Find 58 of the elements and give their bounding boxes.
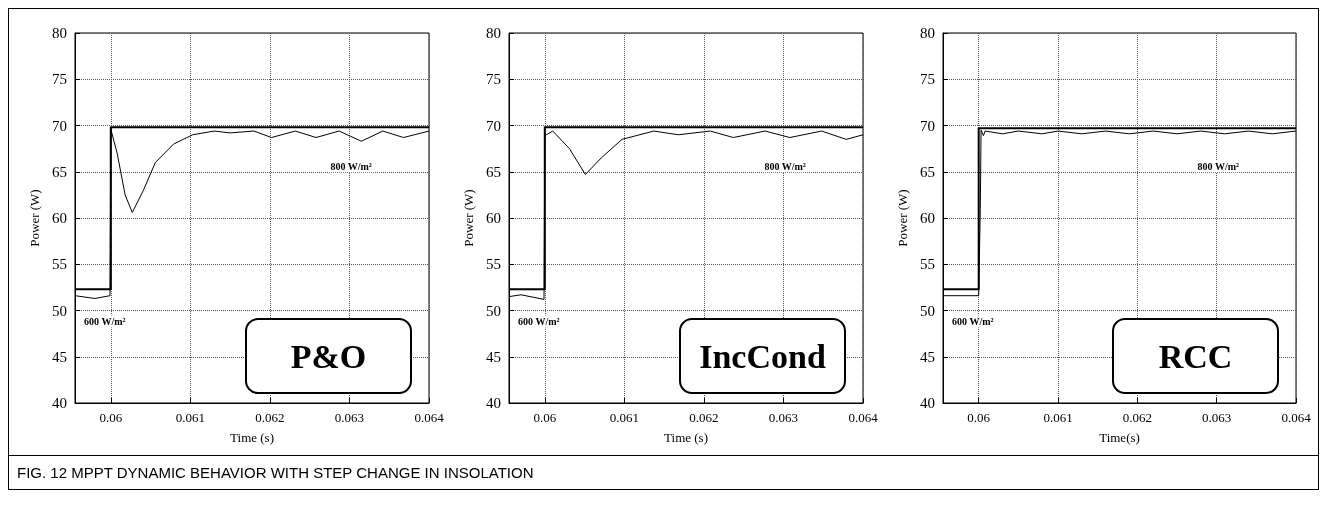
x-tick-label: 0.06 — [99, 410, 123, 425]
y-tick-label: 70 — [52, 117, 67, 134]
y-tick-label: 50 — [920, 302, 935, 319]
x-tick-label: 0.062 — [689, 410, 719, 425]
x-tick-label: 0.064 — [1281, 410, 1312, 425]
y-tick-label: 55 — [920, 256, 935, 273]
text: IncCond — [699, 337, 826, 375]
text: P&O — [290, 337, 367, 375]
annotation: 800 W/m² — [764, 160, 806, 172]
x-tick-label: 0.063 — [1202, 410, 1232, 425]
y-tick-label: 65 — [920, 163, 935, 180]
y-tick-label: 60 — [486, 210, 501, 226]
x-tick-label: 0.061 — [1043, 410, 1073, 425]
y-tick-label: 55 — [52, 256, 67, 273]
annotation: 800 W/m² — [330, 160, 372, 172]
x-tick-label: 0.064 — [848, 410, 879, 425]
y-tick-label: 60 — [52, 210, 67, 226]
x-tick-label: 0.061 — [609, 410, 639, 425]
y-tick-label: 75 — [52, 71, 67, 88]
x-tick-label: 0.06 — [533, 410, 557, 425]
caption: FIG. 12 MPPT DYNAMIC BEHAVIOR WITH STEP CHANGE IN INSOLATION — [9, 455, 1318, 489]
x-axis-title: Time (s) — [230, 430, 274, 445]
y-tick-label: 65 — [486, 163, 501, 180]
y-tick-label: 45 — [52, 348, 67, 365]
x-tick-label: 0.062 — [1122, 410, 1152, 425]
y-tick-label: 60 — [920, 210, 935, 226]
x-tick-label: 0.062 — [255, 410, 285, 425]
x-axis-title: Time (s) — [664, 430, 708, 445]
y-tick-label: 40 — [486, 395, 501, 411]
y-tick-label: 80 — [52, 25, 67, 41]
y-axis-title: Power (W) — [895, 189, 911, 247]
y-tick-label: 50 — [52, 302, 67, 319]
annotation: 600 W/m² — [518, 316, 560, 328]
y-tick-label: 40 — [52, 395, 67, 411]
y-axis-title: Power (W) — [461, 189, 477, 247]
y-tick-label: 45 — [486, 348, 501, 365]
annotation: 800 W/m² — [1197, 160, 1240, 172]
annotation: 600 W/m² — [84, 316, 126, 328]
y-tick-label: 40 — [920, 395, 935, 411]
x-tick-label: 0.063 — [334, 410, 365, 425]
y-tick-label: 75 — [486, 71, 501, 88]
y-tick-label: 55 — [486, 256, 501, 273]
y-tick-label: 45 — [920, 348, 935, 365]
x-tick-label: 0.064 — [414, 410, 445, 425]
text: RCC — [1158, 337, 1233, 375]
y-tick-label: 70 — [920, 117, 935, 134]
annotation: 600 W/m² — [952, 316, 994, 328]
y-tick-label: 70 — [486, 117, 501, 134]
x-tick-label: 0.061 — [175, 410, 205, 425]
y-tick-label: 75 — [920, 71, 935, 88]
x-tick-label: 0.06 — [967, 410, 991, 425]
x-axis-title: Time(s) — [1099, 430, 1140, 445]
y-axis-title: Power (W) — [27, 189, 43, 247]
y-tick-label: 65 — [52, 163, 67, 180]
y-tick-label: 80 — [920, 25, 935, 41]
y-tick-label: 80 — [486, 25, 501, 41]
y-tick-label: 50 — [486, 302, 501, 319]
x-tick-label: 0.063 — [768, 410, 799, 425]
